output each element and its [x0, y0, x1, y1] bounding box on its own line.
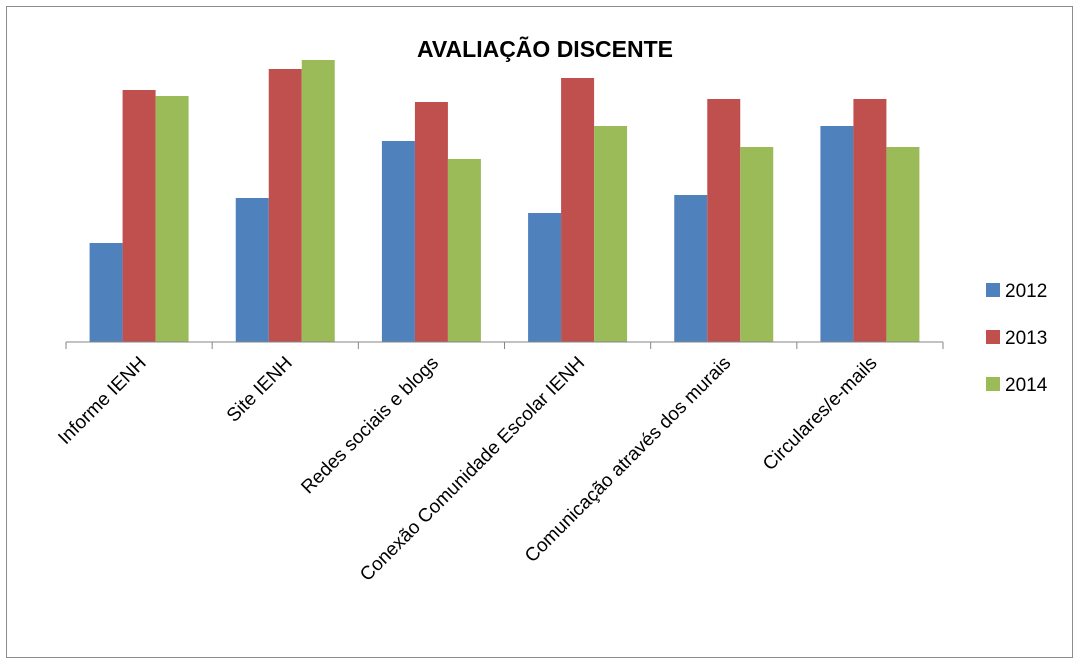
x-tick-label: Informe IENH: [54, 353, 150, 449]
bar-2013-3: [561, 78, 595, 342]
bar-2012-2: [381, 141, 415, 342]
legend-label-2013: 2013: [1005, 328, 1047, 349]
legend-label-2014: 2014: [1005, 375, 1048, 396]
x-axis: [65, 341, 944, 349]
x-tick-label: Site IENH: [223, 353, 297, 427]
bar-2014-2: [447, 159, 481, 342]
bars-group: [89, 60, 920, 342]
bar-2014-4: [740, 147, 774, 342]
legend-swatch-2013: [986, 330, 1000, 344]
bar-2012-4: [674, 195, 708, 342]
legend-label-2012: 2012: [1005, 281, 1047, 302]
x-tick-label: Conexão Comunidade Escolar IENH: [356, 353, 589, 586]
bar-2014-5: [886, 147, 920, 342]
bar-2014-0: [155, 96, 189, 342]
bar-2013-4: [707, 99, 741, 342]
bar-2014-3: [594, 126, 628, 342]
chart-title: AVALIAÇÃO DISCENTE: [417, 35, 673, 62]
bar-2012-3: [528, 213, 562, 342]
bar-2012-5: [820, 126, 854, 342]
bar-2012-1: [235, 198, 269, 342]
x-tick-label: Redes sociais e blogs: [297, 353, 443, 499]
bar-2013-5: [853, 99, 887, 342]
bar-2013-1: [268, 69, 302, 342]
x-tick-labels: Informe IENH Site IENH Redes sociais e blo…: [54, 353, 881, 586]
x-tick-label: Circulares/e-mails: [759, 353, 881, 475]
bar-2013-0: [122, 90, 156, 342]
bar-2012-0: [89, 243, 123, 342]
bar-2014-1: [301, 60, 335, 342]
legend-swatch-2014: [986, 377, 1000, 391]
bar-2013-2: [414, 102, 448, 342]
legend: 2012 2013 2014: [986, 281, 1048, 396]
legend-swatch-2012: [986, 283, 1000, 297]
